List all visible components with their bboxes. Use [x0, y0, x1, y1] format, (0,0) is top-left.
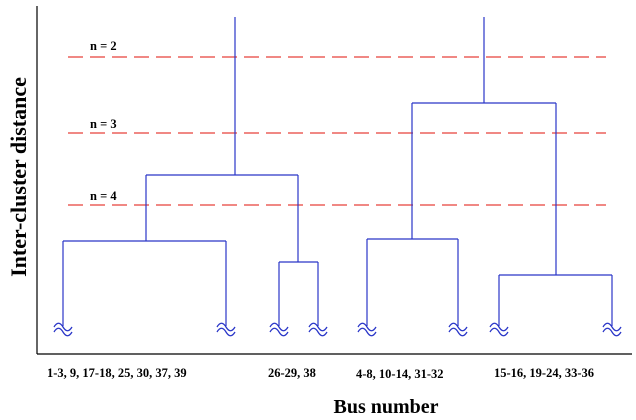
leaf-labels: 1-3, 9, 17-18, 25, 30, 37, 39 26-29, 38 … [47, 366, 594, 381]
break-icon [489, 322, 509, 337]
x-axis-label: Bus number [333, 396, 438, 418]
axes [36, 6, 632, 355]
break-icon [308, 322, 328, 337]
break-icon [448, 322, 468, 337]
break-symbols [53, 322, 622, 337]
cut-lines: n = 2 n = 3 n = 4 [68, 39, 606, 206]
y-axis-label: Inter-cluster distance [6, 77, 31, 277]
break-icon [602, 322, 622, 337]
break-icon [53, 322, 73, 337]
leaf-group-label-4: 15-16, 19-24, 33-36 [494, 366, 594, 380]
break-icon [216, 322, 236, 337]
cut-label-n3: n = 3 [90, 117, 117, 131]
leaf-group-label-1: 1-3, 9, 17-18, 25, 30, 37, 39 [47, 366, 187, 380]
cut-label-n2: n = 2 [90, 39, 117, 53]
leaf-group-label-3: 4-8, 10-14, 31-32 [356, 367, 444, 381]
break-icon [357, 322, 377, 337]
leaf-group-label-2: 26-29, 38 [268, 366, 316, 380]
cut-label-n4: n = 4 [90, 189, 117, 203]
dendrogram-tree [62, 17, 613, 326]
break-icon [269, 322, 289, 337]
